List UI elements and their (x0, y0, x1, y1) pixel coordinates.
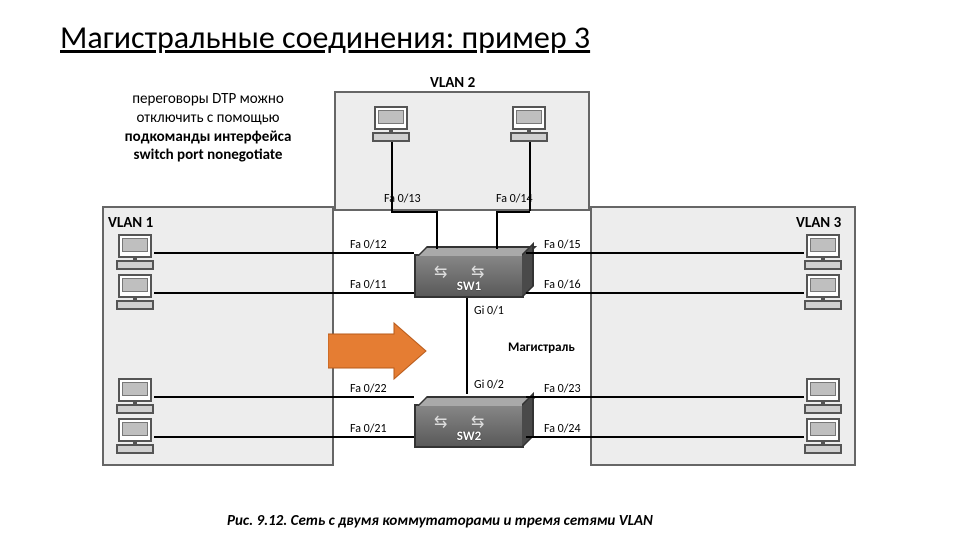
wire-trunk (466, 298, 468, 394)
pc-vlan2-a (372, 106, 410, 142)
trunk-arrow-icon (328, 321, 428, 381)
port-gi01: Gi 0/1 (474, 304, 504, 318)
wire (496, 211, 530, 213)
wire (526, 396, 804, 398)
pc-vlan1-a (116, 234, 154, 270)
pc-vlan1-c (116, 378, 154, 414)
port-fa023: Fa 0/23 (544, 382, 581, 396)
wire (154, 252, 414, 254)
figure-caption: Рис. 9.12. Сеть с двумя коммутаторами и … (227, 512, 653, 530)
trunk-label: Магистраль (508, 340, 575, 355)
wire (526, 252, 804, 254)
pc-vlan1-b (116, 274, 154, 310)
switch-sw2: ⇆ ⇆ SW2 (414, 404, 524, 448)
port-fa013: Fa 0/13 (384, 192, 421, 206)
sw2-label: SW2 (416, 429, 522, 444)
port-fa016: Fa 0/16 (544, 278, 581, 292)
wire (154, 292, 414, 294)
port-gi02: Gi 0/2 (474, 378, 504, 392)
wire (154, 396, 414, 398)
port-fa021: Fa 0/21 (350, 422, 387, 436)
pc-vlan3-c (804, 378, 842, 414)
wire (526, 292, 804, 294)
port-fa024: Fa 0/24 (544, 422, 581, 436)
switch-sw1: ⇆ ⇆ SW1 (414, 254, 524, 298)
pc-vlan3-b (804, 274, 842, 310)
port-fa014: Fa 0/14 (496, 192, 533, 206)
pc-vlan2-b (510, 106, 548, 142)
page-title: Магистральные соединения: пример 3 (60, 18, 590, 57)
pc-vlan3-a (804, 234, 842, 270)
wire (526, 436, 804, 438)
port-fa015: Fa 0/15 (544, 238, 581, 252)
wire (496, 211, 498, 249)
pc-vlan3-d (804, 418, 842, 454)
vlan3-label: VLAN 3 (796, 214, 841, 232)
wire (436, 211, 438, 249)
port-fa012: Fa 0/12 (350, 238, 387, 252)
port-fa022: Fa 0/22 (350, 382, 387, 396)
vlan2-label: VLAN 2 (430, 74, 475, 92)
network-diagram: VLAN 2 VLAN 1 VLAN 3 ⇆ ⇆ SW1 ⇆ ⇆ SW2 Fa … (96, 86, 866, 498)
pc-vlan1-d (116, 418, 154, 454)
sw1-label: SW1 (416, 279, 522, 294)
vlan1-label: VLAN 1 (108, 214, 153, 232)
port-fa011: Fa 0/11 (350, 278, 387, 292)
wire (391, 211, 437, 213)
wire (154, 436, 414, 438)
